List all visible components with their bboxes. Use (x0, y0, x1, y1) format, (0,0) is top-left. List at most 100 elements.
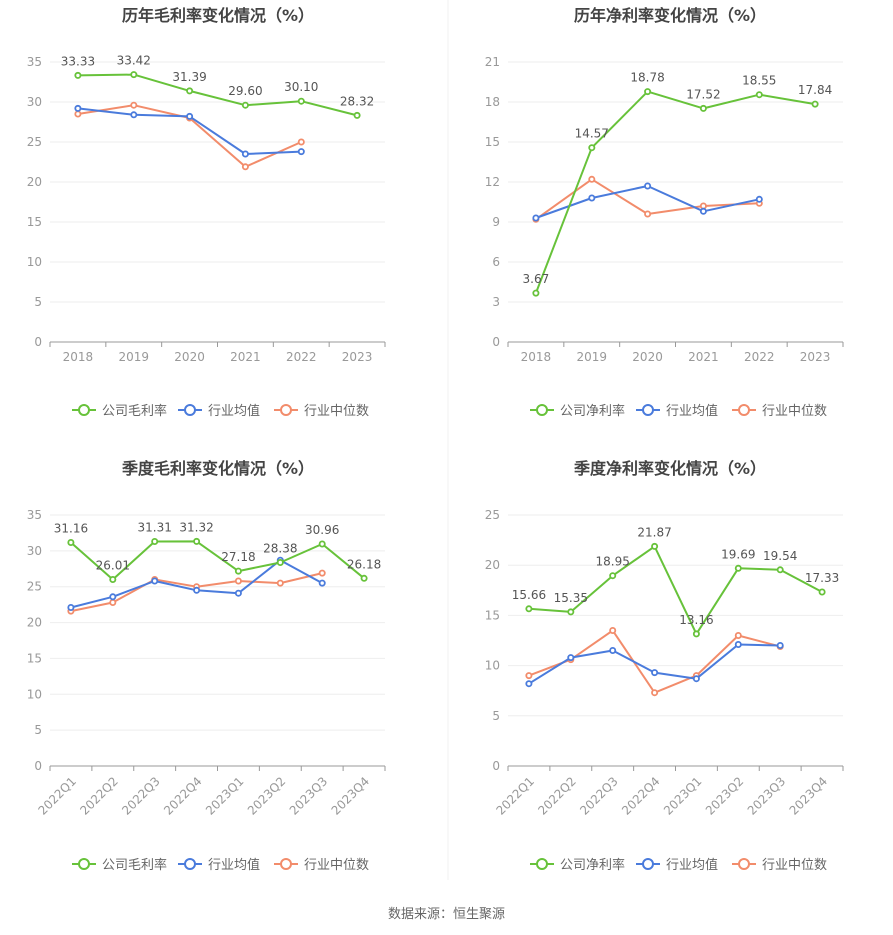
x-tick-label: 2022Q4 (161, 774, 205, 818)
chart-legend: 公司毛利率 行业均值 行业中位数 (72, 857, 369, 873)
chart-title: 季度净利率变化情况（%） (573, 459, 766, 478)
data-point-avg (532, 214, 540, 222)
legend-label-median: 行业中位数 (762, 858, 827, 873)
y-tick-label: 6 (492, 255, 500, 269)
data-point-median (644, 210, 652, 218)
data-label: 15.35 (554, 591, 588, 605)
data-label: 19.69 (721, 547, 755, 561)
y-tick-label: 10 (485, 659, 500, 673)
x-tick-label: 2023Q1 (661, 774, 705, 818)
x-tick-label: 2022 (744, 350, 775, 364)
x-tick-label: 2019 (576, 350, 607, 364)
data-label: 27.18 (221, 550, 255, 564)
data-point-median (588, 175, 596, 183)
chart-panel-1: 历年毛利率变化情况（%） 0 5 10 15 20 25 30 35 2018 2019 2020 20… (27, 6, 386, 419)
data-label: 28.38 (263, 541, 297, 555)
y-tick-label: 0 (492, 335, 500, 349)
data-label: 33.33 (61, 54, 95, 68)
legend-marker-company (536, 858, 548, 870)
data-point-avg (109, 593, 117, 601)
x-tick-label: 2022Q2 (77, 774, 121, 818)
data-point-avg (74, 104, 82, 112)
data-label: 14.57 (575, 127, 609, 141)
data-point-company (360, 574, 368, 582)
data-point-company (241, 101, 249, 109)
data-point-company (776, 566, 784, 574)
x-tick-label: 2021 (688, 350, 719, 364)
y-tick-label: 15 (27, 651, 42, 665)
x-tick-label: 2022Q4 (619, 774, 663, 818)
data-label: 30.10 (284, 80, 318, 94)
data-label: 31.16 (54, 522, 88, 536)
x-tick-label: 2023Q1 (203, 774, 247, 818)
x-tick-label: 2020 (632, 350, 663, 364)
y-tick-label: 18 (485, 95, 500, 109)
x-tick-label: 2023Q3 (287, 774, 331, 818)
data-point-avg (699, 207, 707, 215)
data-point-company (525, 605, 533, 613)
x-tick-label: 2023Q3 (745, 774, 789, 818)
data-point-company (130, 71, 138, 79)
data-label: 3.67 (523, 272, 550, 286)
data-point-avg (609, 647, 617, 655)
data-point-company (74, 71, 82, 79)
data-point-median (297, 138, 305, 146)
chart-title: 历年毛利率变化情况（%） (122, 6, 314, 25)
legend-marker-avg (642, 858, 654, 870)
data-point-median (734, 632, 742, 640)
data-label: 31.39 (172, 70, 206, 84)
legend-label-avg: 行业均值 (666, 857, 718, 873)
chart-panel-3: 季度毛利率变化情况（%）051015202530352022Q12022Q220… (27, 459, 386, 873)
data-label: 33.42 (117, 54, 151, 68)
data-point-avg (651, 669, 659, 677)
y-tick-label: 25 (27, 135, 42, 149)
y-tick-label: 0 (492, 759, 500, 773)
x-tick-label: 2019 (118, 350, 149, 364)
legend-label-avg: 行业均值 (208, 857, 260, 873)
data-point-avg (193, 586, 201, 594)
data-point-median (109, 599, 117, 607)
y-tick-label: 30 (27, 544, 42, 558)
y-tick-label: 35 (27, 55, 42, 69)
data-point-company (234, 567, 242, 575)
x-tick-label: 2020 (174, 350, 205, 364)
y-tick-label: 0 (34, 759, 42, 773)
data-label: 15.66 (512, 588, 546, 602)
y-tick-label: 5 (34, 295, 42, 309)
data-point-avg (588, 194, 596, 202)
x-tick-label: 2018 (63, 350, 94, 364)
data-point-avg (776, 642, 784, 650)
data-point-company (318, 540, 326, 548)
data-label: 26.18 (347, 557, 381, 571)
y-tick-label: 30 (27, 95, 42, 109)
y-tick-label: 20 (27, 175, 42, 189)
y-tick-label: 10 (27, 687, 42, 701)
chart-panel-4: 季度净利率变化情况（%） 0 5 10 15 20 25 2022Q12022Q22022Q3… (485, 459, 844, 873)
data-label: 17.84 (798, 83, 832, 97)
x-tick-label: 2023 (342, 350, 373, 364)
x-tick-label: 2022Q1 (35, 774, 79, 818)
x-tick-label: 2023Q4 (329, 774, 373, 818)
legend-marker-company (78, 858, 90, 870)
data-point-company (193, 537, 201, 545)
y-tick-label: 25 (485, 508, 500, 522)
data-label: 17.33 (805, 571, 839, 585)
data-point-company (692, 630, 700, 638)
x-tick-label: 2022 (286, 350, 317, 364)
data-point-company (609, 572, 617, 580)
y-tick-label: 20 (485, 558, 500, 572)
data-source-footer: 数据来源：恒生聚源 (387, 907, 505, 922)
legend-label-median: 行业中位数 (304, 858, 369, 873)
data-point-company (651, 542, 659, 550)
y-tick-label: 12 (485, 175, 500, 189)
legend-label-company: 公司净利率 (560, 857, 625, 873)
y-tick-label: 35 (27, 508, 42, 522)
x-tick-label: 2023 (800, 350, 831, 364)
data-point-median (241, 163, 249, 171)
chart-panel-2: 历年净利率变化情况（%） 0 3 6 9 12 15 18 21 2018 2019 2020 2021… (485, 6, 844, 419)
legend-marker-median (738, 404, 750, 416)
data-label: 18.95 (596, 555, 630, 569)
series-line-median (528, 629, 781, 694)
data-point-median (74, 110, 82, 118)
